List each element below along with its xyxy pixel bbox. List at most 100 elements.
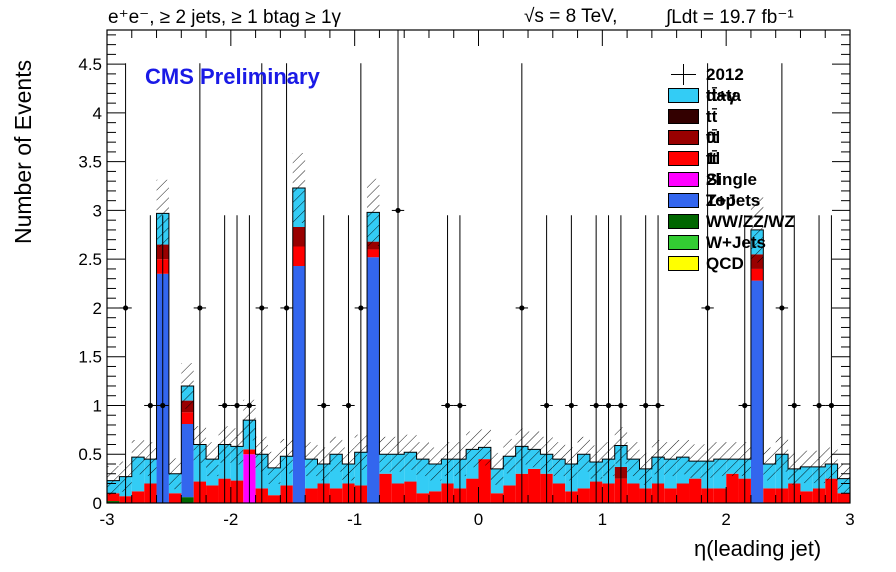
legend-label: tt̄+γ [706,86,737,105]
data-point-12 [391,30,405,454]
legend-label: tt̄ 2l [706,149,721,189]
bar-tt2l-46 [676,483,690,503]
x-tick-label: 1 [598,510,607,529]
data-point-15 [515,63,529,503]
bar-tt2l-59 [837,493,850,503]
mc-uncertainty-56 [800,450,813,484]
data-point-19 [602,215,615,503]
mc-uncertainty-21 [367,178,380,246]
bar-tt2l-38 [577,488,590,503]
x-tick-label: 3 [845,510,854,529]
legend-swatch-diboson [668,214,699,229]
bar-diboson-0 [107,501,120,503]
mc-uncertainty-13 [267,451,281,484]
x-axis-label: η(leading jet) [694,536,822,561]
bar-tt2l-29 [466,478,479,503]
bar-tt2l-32 [503,485,516,503]
legend-swatch-ttgamma [668,88,699,103]
legend-swatch-wjets [668,235,699,250]
mc-uncertainty-0 [107,465,120,496]
mc-uncertainty-25 [416,442,429,477]
bar-tt2l-18 [329,488,343,503]
legend-marker-data [671,64,696,85]
mc-uncertainty-34 [528,431,541,468]
bar-tt2l-53 [763,488,776,503]
mc-uncertainty-38 [577,436,590,472]
bar-tt2l-47 [689,478,702,503]
mc-uncertainty-24 [404,434,417,470]
data-point-26 [788,215,801,503]
bar-tt2l-24 [404,481,417,503]
mc-uncertainty-32 [503,438,516,474]
data-point-7 [255,63,268,503]
mc-uncertainty-30 [478,429,491,466]
data-point-3 [193,63,207,503]
mc-uncertainty-29 [466,431,479,468]
data-point-10 [342,215,355,503]
cms-preliminary-label: CMS Preliminary [145,64,320,89]
legend-label: Z+Jets [706,191,761,210]
legend-label: QCD [706,254,744,273]
legend-label: tt̄ 0l [706,107,721,147]
data-point-13 [441,215,454,503]
bar-tt2l-45 [664,488,677,503]
selection-label: e⁺e⁻, ≥ 2 jets, ≥ 1 btag ≥ 1γ [108,7,342,28]
data-point-2 [156,215,169,503]
bar-tt2l-6 [181,412,194,425]
bar-tt2l-5 [168,493,182,503]
bar-tt2l-26 [428,491,442,503]
mc-uncertainty-45 [664,442,677,477]
legend-label: 2012 data [706,65,744,105]
y-tick-label: 0 [93,494,102,513]
mc-uncertainty-16 [305,442,318,477]
x-tick-label: -1 [347,510,362,529]
mc-uncertainty-42 [627,442,640,477]
bar-zjets-6 [181,424,194,498]
legend-label: W+Jets [706,233,766,252]
data-point-16 [540,215,553,503]
y-tick-label: 2.5 [78,250,102,269]
data-point-27 [812,215,826,503]
bar-tt2l-36 [552,483,566,503]
bar-tt2l-42 [627,483,640,503]
bar-tt2l-2 [131,491,145,503]
y-tick-label: 4 [93,104,102,123]
mc-uncertainty-4 [156,179,169,247]
bar-tt2l-56 [800,491,813,503]
data-point-21 [639,215,652,503]
bar-tt2l-30 [478,459,491,503]
mc-uncertainty-31 [490,452,504,485]
bar-tt2l-31 [490,493,504,503]
mc-uncertainty-6 [181,363,194,409]
data-point-22 [651,215,665,503]
bar-tt2l-50 [726,473,739,503]
bar-tt2l-49 [713,488,727,503]
data-point-23 [701,63,714,503]
data-point-5 [230,215,244,503]
x-tick-label: -3 [99,510,114,529]
mc-uncertainty-8 [206,442,219,477]
mc-uncertainty-26 [428,447,442,481]
mc-uncertainty-36 [552,442,566,477]
mc-uncertainty-50 [726,442,739,477]
mc-uncertainty-2 [131,440,145,475]
bar-tt2l-23 [391,483,405,503]
x-tick-label: 2 [721,510,730,529]
legend-label: WW/ZZ/WZ [706,212,795,231]
legend-swatch-singletop [668,172,699,187]
data-point-17 [565,215,578,503]
bar-zjets-15 [292,266,306,503]
data-point-20 [614,215,628,503]
data-point-14 [453,215,467,503]
mc-uncertainty-53 [763,447,776,481]
y-tick-label: 3.5 [78,153,102,172]
y-tick-label: 0.5 [78,445,102,464]
legend-swatch-zjets [668,193,699,208]
legend-label: Single Top [706,170,758,210]
x-tick-label: 0 [474,510,483,529]
data-point-0 [119,63,132,503]
legend-swatch-tt1l [668,130,699,145]
legend-swatch-qcd [668,256,699,271]
data-point-25 [775,63,789,503]
